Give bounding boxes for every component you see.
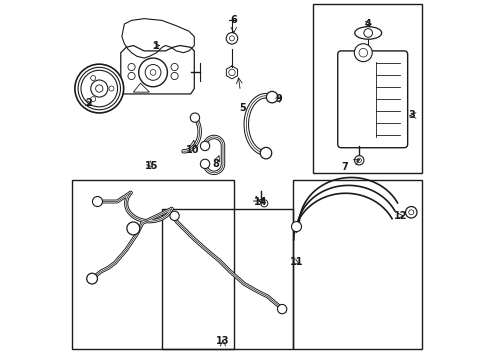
Text: 8: 8 <box>212 159 219 169</box>
FancyBboxPatch shape <box>337 51 407 148</box>
Circle shape <box>92 197 102 207</box>
Circle shape <box>81 70 117 107</box>
Circle shape <box>128 72 135 80</box>
Circle shape <box>354 44 371 62</box>
Circle shape <box>226 33 237 44</box>
Circle shape <box>96 85 102 92</box>
Text: 6: 6 <box>230 15 237 26</box>
Text: 5: 5 <box>239 103 245 113</box>
Text: 7: 7 <box>341 162 347 172</box>
Circle shape <box>75 64 123 113</box>
Circle shape <box>150 69 156 75</box>
Text: 11: 11 <box>289 257 303 267</box>
Circle shape <box>190 113 199 122</box>
Ellipse shape <box>354 27 381 39</box>
Circle shape <box>354 156 363 165</box>
Text: 13: 13 <box>216 336 229 346</box>
Circle shape <box>145 64 161 80</box>
Circle shape <box>277 305 286 314</box>
Circle shape <box>86 273 97 284</box>
Text: 15: 15 <box>144 161 158 171</box>
Circle shape <box>405 207 416 218</box>
Circle shape <box>139 58 167 87</box>
Circle shape <box>228 69 235 76</box>
Bar <box>72 180 233 348</box>
Circle shape <box>200 141 209 150</box>
Circle shape <box>126 222 140 235</box>
Circle shape <box>91 80 107 97</box>
Bar <box>162 209 292 348</box>
Circle shape <box>78 67 120 110</box>
Text: 10: 10 <box>185 144 199 154</box>
Bar <box>312 4 421 173</box>
Text: 3: 3 <box>407 111 414 121</box>
Circle shape <box>408 210 413 215</box>
Circle shape <box>128 63 135 71</box>
Text: 2: 2 <box>85 98 92 108</box>
Text: 4: 4 <box>364 19 371 29</box>
Circle shape <box>266 91 277 103</box>
Text: 1: 1 <box>153 41 160 50</box>
Circle shape <box>90 96 96 102</box>
Circle shape <box>109 86 114 91</box>
Circle shape <box>171 63 178 71</box>
Circle shape <box>90 76 96 81</box>
Circle shape <box>356 158 361 162</box>
Circle shape <box>200 159 209 168</box>
Text: 12: 12 <box>393 211 407 221</box>
Circle shape <box>260 200 267 207</box>
Circle shape <box>363 29 372 37</box>
Bar <box>292 180 421 348</box>
Circle shape <box>229 36 234 41</box>
Text: 14: 14 <box>253 197 267 207</box>
Text: 9: 9 <box>275 94 282 104</box>
Circle shape <box>358 48 367 57</box>
Circle shape <box>291 222 301 231</box>
Circle shape <box>169 211 179 221</box>
Circle shape <box>171 72 178 80</box>
Circle shape <box>260 147 271 159</box>
